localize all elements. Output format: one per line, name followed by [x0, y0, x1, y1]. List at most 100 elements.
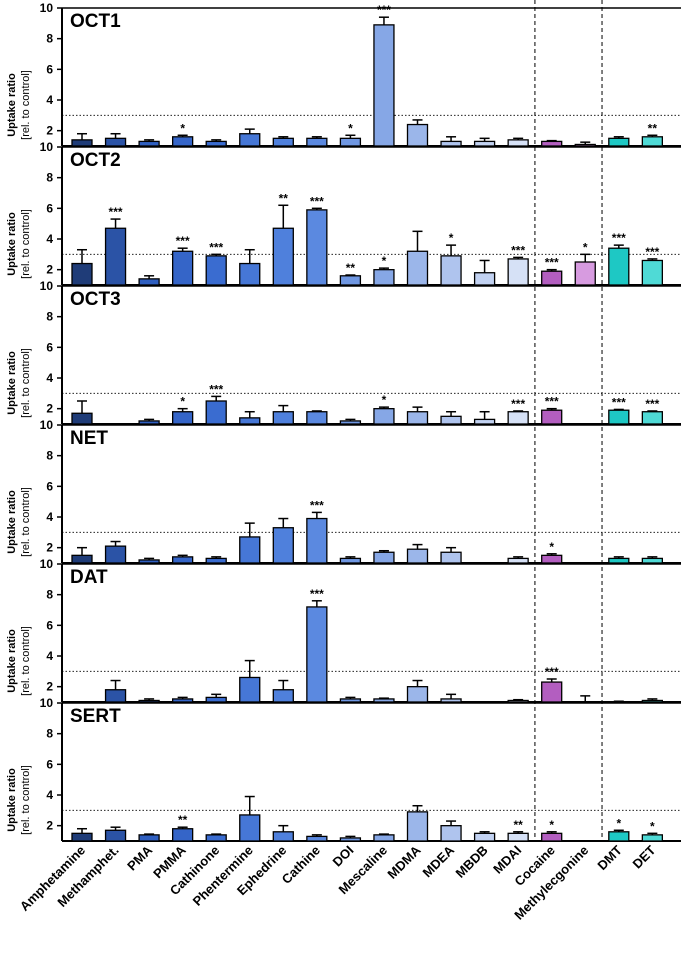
significance-label: * [549, 540, 554, 554]
bar-doi [339, 557, 362, 564]
bar-dmt [608, 831, 630, 842]
bar-doi [339, 837, 362, 842]
bar-det [641, 259, 663, 286]
bar-methamphet [104, 137, 127, 147]
significance-label: *** [612, 395, 626, 409]
bar-pma [138, 420, 160, 425]
bar-cathinone [205, 400, 227, 425]
bar-pmma [171, 411, 194, 425]
y-tick-label: 6 [46, 757, 53, 771]
significance-label: ** [346, 261, 356, 275]
significance-label: *** [645, 397, 659, 411]
bar-methamphet [104, 829, 127, 842]
bar-mbdb [473, 832, 496, 842]
bar-pmma [171, 250, 194, 286]
significance-label: *** [109, 205, 123, 219]
y-tick-label: 10 [40, 140, 54, 154]
panel-oct2: 2 4 6 8 10 Uptake ratio [rel. to control] OCT2 *… [6, 140, 681, 286]
y-axis-sublabel: [rel. to control] [20, 348, 32, 418]
category-label: DMT [594, 842, 625, 873]
y-tick-label: 4 [46, 93, 53, 107]
bar-cathinone [205, 834, 227, 842]
bar-ephedrine [272, 137, 294, 147]
y-tick-label: 2 [46, 263, 53, 277]
bar-pma [138, 140, 160, 147]
bar-cocaine [541, 554, 563, 564]
bar-mescaline [373, 698, 395, 703]
group-dividers [534, 0, 603, 841]
y-axis-label: Uptake ratio [6, 73, 18, 137]
y-tick-label: 4 [46, 232, 53, 246]
y-tick-label: 2 [46, 680, 53, 694]
bar-mbdb [473, 418, 496, 425]
panel-title: OCT2 [70, 150, 121, 171]
y-tick-label: 8 [46, 588, 53, 602]
significance-label: * [616, 816, 621, 830]
significance-label: *** [645, 245, 659, 259]
significance-label: *** [209, 382, 223, 396]
y-axis-label: Uptake ratio [6, 768, 18, 832]
y-tick-label: 2 [46, 124, 53, 138]
bar-det [641, 834, 663, 842]
y-tick-label: 2 [46, 819, 53, 833]
bar-det [641, 411, 663, 425]
bar-pmma [171, 556, 194, 564]
bar-mescaline [373, 269, 395, 286]
bar-cathinone [205, 140, 227, 147]
bar-doi [339, 698, 362, 703]
y-axis-sublabel: [rel. to control] [20, 626, 32, 696]
y-axis-label: Uptake ratio [6, 212, 18, 276]
significance-label: *** [310, 498, 324, 512]
bar-mbdb [473, 140, 496, 147]
significance-label: *** [612, 231, 626, 245]
bar-cathinone [205, 696, 227, 703]
y-axis-sublabel: [rel. to control] [20, 765, 32, 835]
bar-mdma [406, 811, 429, 842]
y-axis-sublabel: [rel. to control] [20, 209, 32, 279]
y-tick-label: 10 [40, 279, 54, 293]
panel-oct3: 2 4 6 8 10 Uptake ratio [rel. to control] OCT3 *… [6, 279, 681, 425]
panel-sert: 2 4 6 8 10 Uptake ratio [rel. to control] SERT *… [6, 696, 681, 842]
bar-cocaine [541, 832, 563, 842]
bar-mdai [507, 699, 529, 703]
y-axis-label: Uptake ratio [6, 351, 18, 415]
y-axis-sublabel: [rel. to control] [20, 487, 32, 557]
y-tick-label: 8 [46, 310, 53, 324]
bar-phentermine [239, 814, 261, 842]
significance-label: *** [377, 3, 391, 17]
significance-label: * [382, 254, 387, 268]
bar-cathinone [205, 557, 227, 564]
significance-label: *** [511, 397, 525, 411]
category-label: MDEA [419, 842, 457, 880]
y-tick-label: 6 [46, 201, 53, 215]
bar-amphetamine [71, 412, 93, 425]
bar-methamphet [104, 689, 127, 703]
bar-methylecgonine [574, 261, 596, 286]
bar-mdai [507, 258, 529, 286]
bar-cathine [306, 517, 328, 564]
significance-label: ** [279, 191, 289, 205]
significance-label: * [180, 121, 185, 135]
bar-det [641, 699, 663, 703]
bar-dmt [608, 409, 630, 425]
bar-mdma [406, 686, 429, 703]
bar-pma [138, 278, 160, 286]
significance-label: *** [545, 395, 559, 409]
bar-pma [138, 834, 160, 842]
y-tick-label: 6 [46, 62, 53, 76]
bar-cathine [306, 606, 328, 703]
bar-mdea [440, 698, 462, 703]
bar-dmt [608, 247, 630, 286]
bar-cathinone [205, 255, 227, 286]
y-tick-label: 2 [46, 402, 53, 416]
category-label: DET [629, 842, 658, 871]
bar-mescaline [373, 24, 395, 147]
bar-mdai [507, 557, 529, 564]
bar-mdea [440, 825, 462, 842]
category-label: MBDB [453, 843, 491, 881]
y-tick-label: 10 [40, 557, 54, 571]
significance-label: * [180, 395, 185, 409]
panel-title: DAT [70, 567, 108, 588]
bar-mdai [507, 832, 529, 842]
significance-label: * [348, 121, 353, 135]
